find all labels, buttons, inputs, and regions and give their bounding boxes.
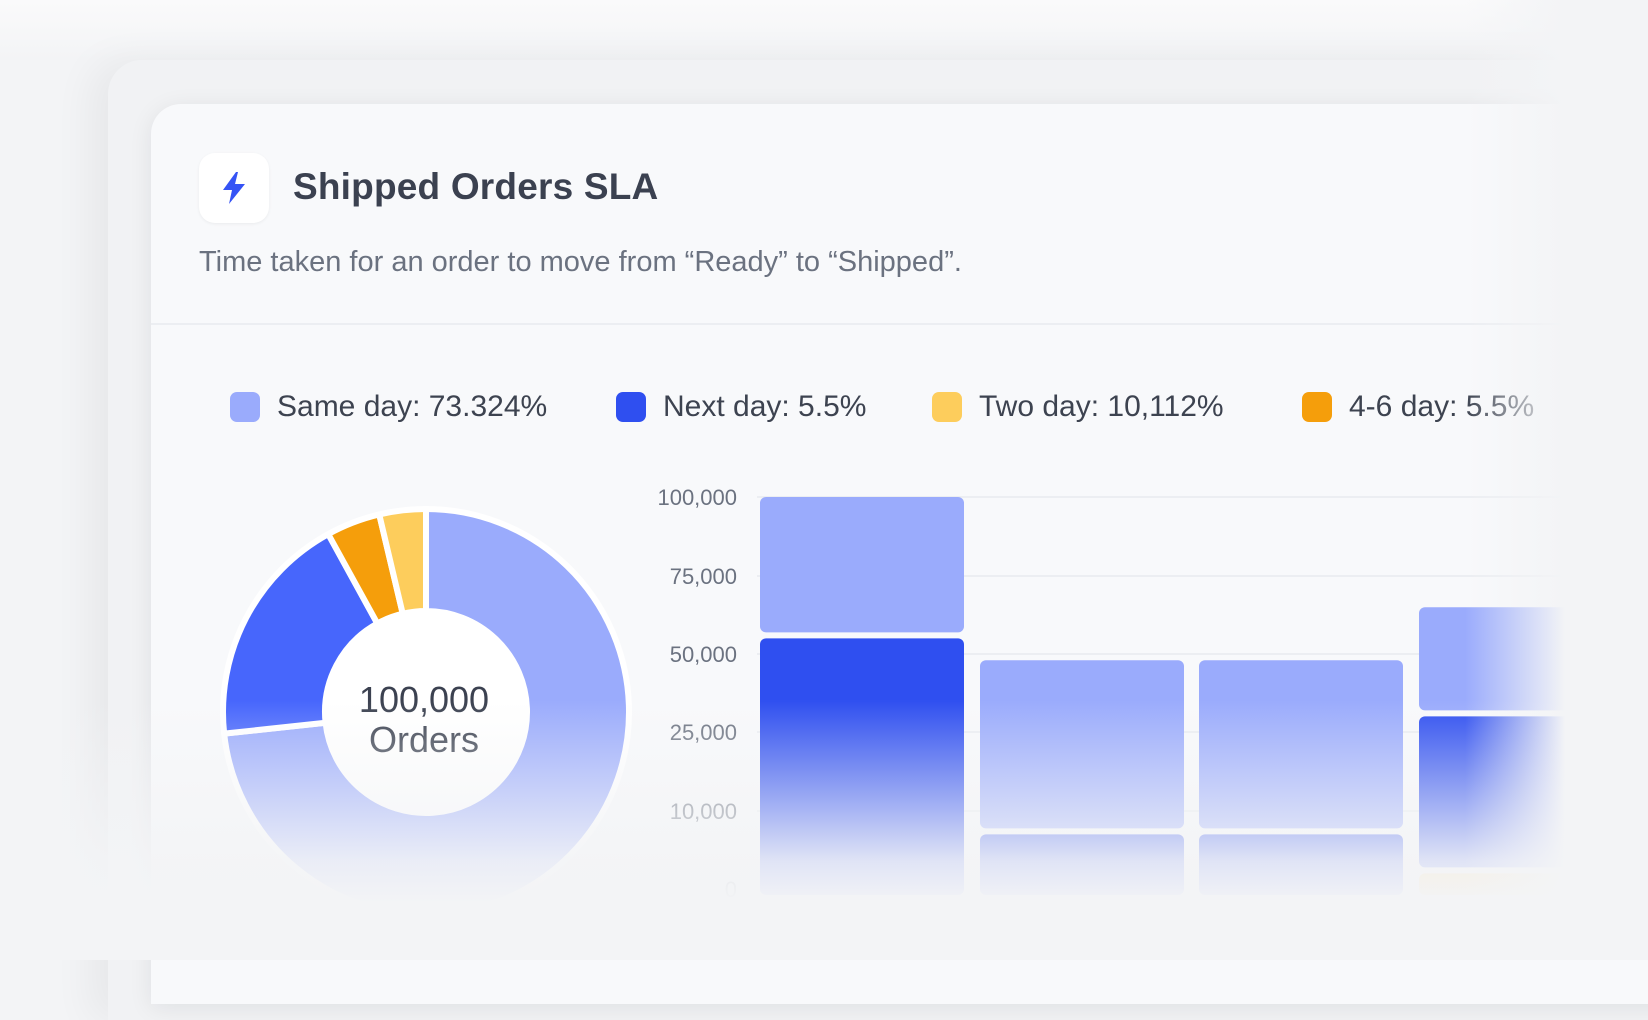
legend-swatch-two-day (932, 392, 962, 422)
y-tick-label: 0 (725, 877, 737, 902)
bar-same-day-3 (1199, 660, 1403, 829)
legend-label-same-day: Same day: 73.324% (277, 390, 548, 423)
bar-next-day-3 (1199, 834, 1403, 895)
bar-next-day-1 (760, 638, 964, 895)
header-divider (151, 323, 1648, 325)
legend-item-next-day[interactable]: Next day: 5.5% (616, 387, 866, 427)
legend-swatch-same-day (230, 392, 260, 422)
bar-same-day-2 (980, 660, 1184, 829)
y-tick-label: 10,000 (670, 799, 737, 824)
donut-center-label: Orders (369, 719, 479, 760)
card-subtitle: Time taken for an order to move from “Re… (199, 246, 962, 278)
legend-label-next-day: Next day: 5.5% (663, 390, 867, 423)
bar-chart: 100,000 75,000 50,000 25,000 10,000 0 (657, 485, 1623, 902)
bar-next-day-2 (980, 834, 1184, 895)
legend-swatch-four-six-day (1302, 392, 1332, 422)
bar-same-day-1 (760, 497, 964, 633)
legend-swatch-next-day (616, 392, 646, 422)
legend-label-two-day: Two day: 10,112% (979, 390, 1224, 423)
legend-item-same-day[interactable]: Same day: 73.324% (230, 387, 547, 427)
charts-canvas: 100,000 75,000 50,000 25,000 10,000 0 100,000… (223, 485, 1623, 915)
card-title: Shipped Orders SLA (293, 166, 659, 207)
y-tick-label: 100,000 (657, 485, 737, 510)
background-top-band (0, 0, 1648, 60)
y-tick-label: 25,000 (670, 720, 737, 745)
y-tick-label: 50,000 (670, 642, 737, 667)
right-edge-background (1565, 0, 1648, 960)
header-icon-box (199, 153, 269, 223)
lightning-bolt-icon (223, 172, 245, 204)
legend-item-two-day[interactable]: Two day: 10,112% (932, 387, 1224, 427)
y-tick-label: 75,000 (670, 564, 737, 589)
donut-center-value: 100,000 (359, 679, 489, 720)
